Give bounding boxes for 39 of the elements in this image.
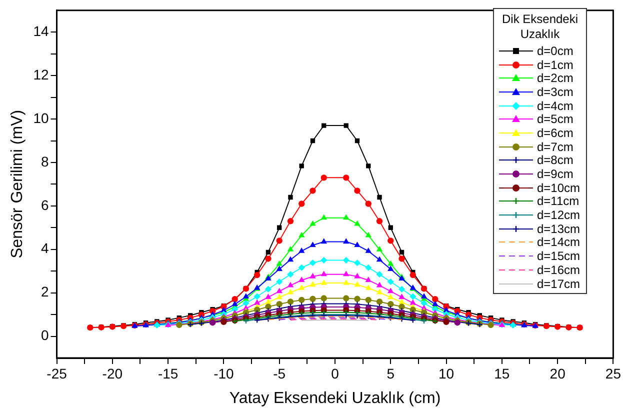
legend-label: d=4cm [537, 98, 574, 113]
x-tick-label: 10 [438, 365, 454, 382]
x-tick-label: -10 [214, 365, 234, 382]
legend-label: d=15cm [537, 249, 580, 264]
y-axis-title: Sensör Gerilimi (mV) [9, 110, 26, 258]
x-tick-label: -5 [273, 365, 286, 382]
legend-label: d=7cm [537, 140, 574, 154]
x-axis-title: Yatay Eksendeki Uzaklık (cm) [229, 390, 441, 407]
y-tick-label: 8 [40, 153, 49, 170]
y-tick-label: 10 [33, 110, 49, 126]
legend-label: d=6cm [537, 126, 574, 140]
legend-label: d=12cm [537, 208, 580, 222]
legend-label: d=10cm [537, 180, 580, 195]
x-tick-label: 5 [386, 365, 395, 382]
legend-label: d=14cm [537, 235, 580, 250]
legend-label: d=3cm [537, 84, 574, 99]
x-tick-label: 0 [331, 365, 340, 382]
legend-label: d=17cm [537, 276, 580, 291]
x-tick-label: 20 [550, 365, 566, 382]
legend-label: d=13cm [537, 222, 580, 236]
x-tick-label: -20 [102, 365, 123, 382]
x-tick-label: -25 [46, 365, 68, 382]
legend-label: d=11cm [537, 194, 580, 208]
legend-label: d=0cm [537, 44, 574, 58]
x-tick-label: 25 [605, 365, 622, 382]
y-tick-label: 0 [40, 327, 49, 344]
y-tick-label: 14 [33, 22, 49, 39]
legend-label: d=16cm [537, 262, 580, 277]
y-tick-label: 6 [40, 196, 49, 213]
y-tick-label: 4 [40, 240, 49, 256]
x-tick-label: -15 [158, 365, 178, 382]
y-tick-label: 12 [33, 66, 49, 82]
legend-label: d=5cm [537, 112, 574, 126]
legend-label: d=2cm [537, 71, 574, 86]
legend-label: d=9cm [537, 167, 574, 182]
y-tick-label: 2 [40, 284, 49, 300]
legend-label: d=8cm [537, 153, 574, 168]
legend-label: d=1cm [537, 58, 574, 72]
x-tick-label: 15 [494, 365, 510, 382]
